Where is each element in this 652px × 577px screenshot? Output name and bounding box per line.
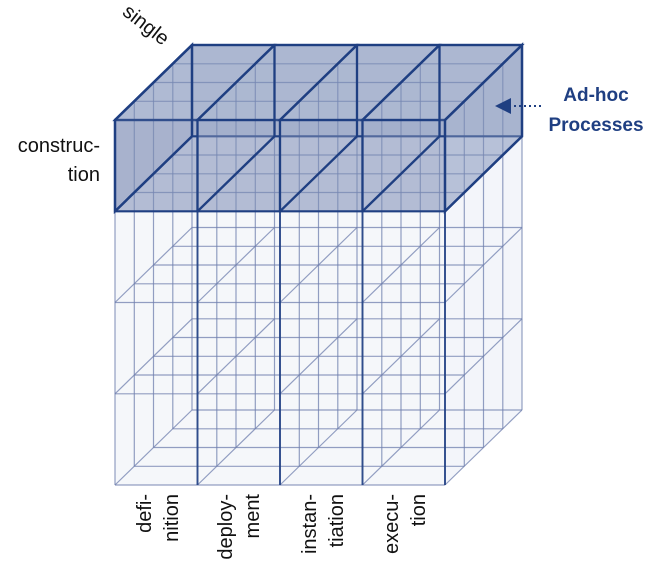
callout-ad-hoc-processes: Ad-hoc Processes <box>548 85 643 136</box>
column-label-instantiation-line2: tiation <box>326 494 348 547</box>
grid-line-depth <box>114 227 193 303</box>
grid-line-depth <box>197 227 275 303</box>
column-label-definition: defi- nition <box>134 494 183 542</box>
grid-line-depth <box>279 409 358 486</box>
highlight-edge <box>114 44 193 121</box>
grid-line-depth <box>444 409 523 486</box>
grid-line-depth <box>197 409 275 486</box>
grid-line-depth <box>197 318 275 395</box>
highlight-edge <box>361 135 441 213</box>
grid-line-depth <box>114 409 193 486</box>
ad-hoc-highlight-slab <box>112 42 525 215</box>
column-label-execution: execu- tion <box>381 494 430 554</box>
callout-line2: Processes <box>548 115 643 136</box>
grid-line-depth <box>279 227 358 303</box>
grid-line-depth <box>362 318 440 395</box>
highlight-edge <box>114 135 193 213</box>
highlight-edge <box>361 44 441 121</box>
highlight-edge <box>196 44 276 121</box>
axis-label-single: single <box>118 1 173 51</box>
column-label-execution-line1: execu- <box>381 494 403 554</box>
highlight-edge <box>279 44 358 121</box>
column-label-definition-line2: nition <box>161 494 183 542</box>
column-label-definition-line1: defi- <box>134 494 156 533</box>
grid-line-depth <box>114 318 193 395</box>
axis-label-construction-line1: construc- <box>18 135 100 157</box>
highlight-edge <box>444 135 523 213</box>
grid-line-depth <box>362 227 440 303</box>
column-label-instantiation-line1: instan- <box>299 494 321 554</box>
highlight-edge <box>444 44 523 121</box>
column-label-deployment-line2: ment <box>242 494 264 539</box>
callout-line1: Ad-hoc <box>563 85 629 106</box>
column-label-instantiation: instan- tiation <box>299 494 348 554</box>
column-label-deployment-line1: deploy- <box>215 494 237 560</box>
grid-line-depth <box>279 318 358 395</box>
axis-label-construction-line2: tion <box>68 164 100 186</box>
highlight-edge <box>196 135 276 213</box>
column-label-execution-line2: tion <box>408 494 430 526</box>
grid-line-depth <box>444 227 523 303</box>
grid-line-depth <box>444 318 523 395</box>
axis-label-construction: construc- tion <box>18 135 100 186</box>
column-label-deployment: deploy- ment <box>215 494 264 560</box>
grid-line-depth <box>362 409 440 486</box>
highlight-edge <box>279 135 358 213</box>
